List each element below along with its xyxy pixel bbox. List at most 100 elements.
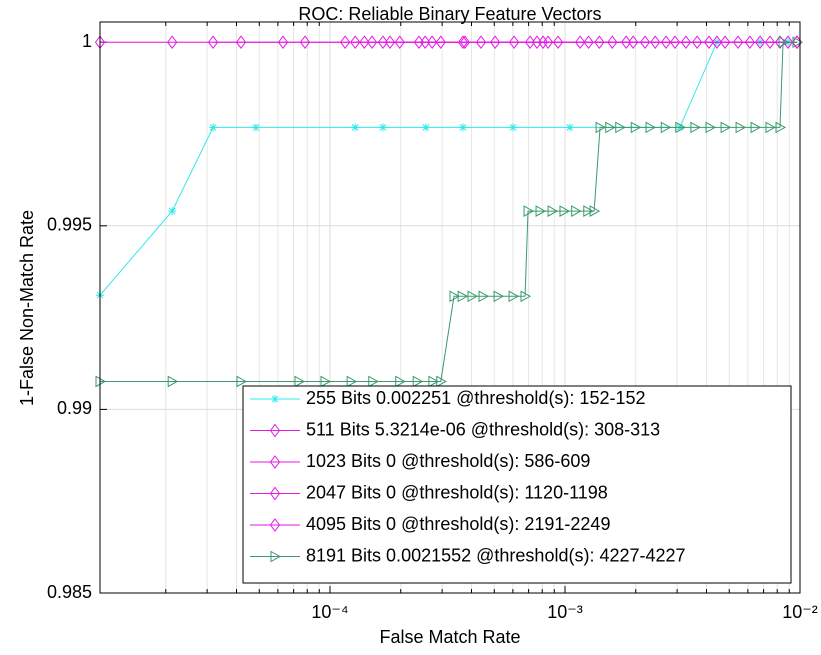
legend-label: 1023 Bits 0 @threshold(s): 586-609 <box>306 451 590 471</box>
marker <box>575 35 586 50</box>
x-tick-label: 10⁻³ <box>547 602 583 622</box>
marker <box>692 35 703 50</box>
plot-frame <box>99 21 801 594</box>
marker <box>711 35 723 50</box>
marker <box>395 375 406 388</box>
x-tick-label: 10⁻² <box>782 602 818 622</box>
marker <box>754 35 766 50</box>
marker <box>251 123 260 132</box>
marker <box>547 205 559 217</box>
marker <box>378 123 387 132</box>
marker <box>719 35 731 50</box>
marker <box>320 375 332 388</box>
marker <box>294 375 306 388</box>
marker <box>735 121 747 134</box>
marker <box>732 35 744 50</box>
marker <box>346 375 358 388</box>
marker <box>167 375 179 388</box>
marker <box>428 375 439 388</box>
marker <box>299 35 311 50</box>
marker <box>167 35 178 50</box>
marker <box>489 35 501 50</box>
marker <box>508 35 520 50</box>
marker <box>340 35 351 50</box>
marker <box>705 121 717 134</box>
marker <box>660 35 672 50</box>
marker <box>351 123 360 132</box>
marker <box>457 290 469 303</box>
marker <box>269 423 281 438</box>
marker <box>620 35 632 50</box>
marker <box>645 121 657 134</box>
marker <box>435 35 446 50</box>
marker <box>467 290 479 303</box>
x-axis-label: False Match Rate <box>379 627 520 647</box>
marker <box>703 35 715 50</box>
marker <box>765 121 776 134</box>
marker <box>542 35 554 50</box>
y-tick-label: 1 <box>82 31 92 51</box>
legend-box <box>242 385 792 584</box>
marker <box>675 121 686 134</box>
marker <box>377 35 389 50</box>
y-tick-label: 0.995 <box>47 215 92 235</box>
marker <box>669 35 681 50</box>
marker <box>764 35 776 50</box>
marker <box>412 375 424 388</box>
marker <box>394 35 405 50</box>
y-axis-label: 1-False Non-Match Rate <box>17 210 37 406</box>
marker <box>270 550 282 563</box>
legend: 255 Bits 0.002251 @threshold(s): 152-152… <box>242 385 792 584</box>
marker <box>571 205 582 217</box>
marker <box>457 35 469 50</box>
marker <box>421 123 430 132</box>
marker <box>552 35 564 50</box>
marker <box>209 123 218 132</box>
legend-label: 255 Bits 0.002251 @threshold(s): 152-152 <box>306 388 646 408</box>
marker <box>650 35 661 50</box>
marker <box>459 35 471 50</box>
marker <box>680 35 692 50</box>
marker <box>744 35 756 50</box>
marker <box>384 35 396 50</box>
marker <box>269 518 281 532</box>
marker <box>277 35 289 50</box>
marker <box>690 121 701 134</box>
marker <box>774 35 786 50</box>
marker <box>639 35 651 50</box>
marker <box>366 35 378 50</box>
marker <box>458 123 467 132</box>
marker <box>565 123 574 132</box>
marker <box>750 121 762 134</box>
marker <box>583 205 594 217</box>
marker <box>420 35 431 50</box>
series <box>377 35 803 50</box>
marker <box>427 35 438 50</box>
legend-label: 2047 Bits 0 @threshold(s): 1120-1198 <box>306 482 608 502</box>
marker <box>368 375 379 388</box>
marker <box>269 455 281 469</box>
marker <box>524 35 536 50</box>
legend-label: 8191 Bits 0.0021552 @threshold(s): 4227-… <box>306 545 686 565</box>
marker <box>559 205 571 217</box>
marker <box>508 290 520 303</box>
marker <box>207 35 219 50</box>
legend-label: 4095 Bits 0 @threshold(s): 2191-2249 <box>306 514 610 534</box>
chart-title: ROC: Reliable Binary Feature Vectors <box>298 4 601 24</box>
marker <box>583 35 594 50</box>
marker <box>628 35 639 50</box>
marker <box>630 121 642 134</box>
legend-label: 511 Bits 5.3214e-06 @threshold(s): 308-3… <box>306 419 660 439</box>
marker <box>269 486 281 501</box>
marker <box>775 121 787 134</box>
marker <box>535 205 547 217</box>
marker <box>615 121 626 134</box>
marker <box>168 207 177 216</box>
marker <box>436 375 447 388</box>
marker <box>350 35 361 50</box>
marker <box>520 290 532 303</box>
marker <box>594 35 605 50</box>
x-tick-label: 10⁻⁴ <box>311 602 348 622</box>
marker <box>493 290 505 303</box>
